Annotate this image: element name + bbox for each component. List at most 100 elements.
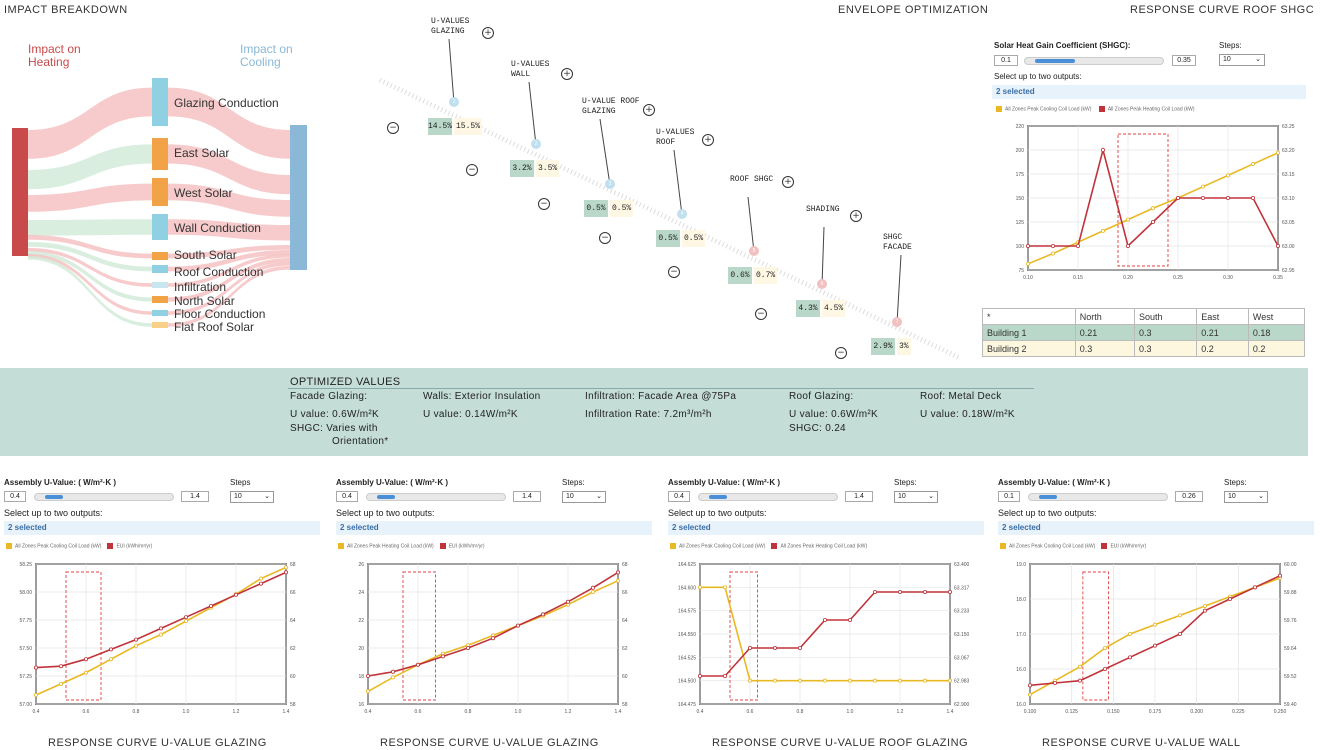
chart-legend: All Zones Peak Heating Coil Load (kW) EUI… — [338, 543, 485, 549]
waterfall-node[interactable]: 6 — [817, 279, 827, 289]
response-curve-chart: 19.0 18.0 17.0 16.0 16.0 60.00 59.88 59.76 59.64… — [1016, 562, 1296, 715]
waterfall-node[interactable]: 7 — [892, 317, 902, 327]
u-min-input[interactable]: 0.4 — [4, 491, 26, 502]
y-tick-left: 26 — [358, 562, 364, 568]
series-point — [1275, 244, 1280, 249]
u-min-input[interactable]: 0.1 — [998, 491, 1020, 502]
sankey-label: Infiltration — [174, 280, 227, 294]
steps-select[interactable]: 10 ⌄ — [562, 491, 606, 503]
series-point — [1250, 196, 1255, 201]
sankey-node — [152, 78, 168, 126]
u-slider[interactable] — [366, 493, 506, 501]
u-max-input[interactable]: 1.4 — [513, 491, 541, 502]
y-tick-left: 164.475 — [678, 702, 696, 708]
sankey-flow-heating — [28, 251, 152, 302]
waterfall-value-a: 0.5% — [656, 230, 680, 247]
waterfall-value-a: 4.3% — [796, 300, 820, 317]
waterfall-connector — [747, 196, 755, 253]
u-max-input[interactable]: 0.26 — [1175, 491, 1203, 502]
y-tick-right: 62 — [622, 646, 628, 652]
sankey-label: West Solar — [174, 186, 233, 200]
plus-icon[interactable]: + — [561, 68, 573, 80]
waterfall-node[interactable]: 2 — [531, 139, 541, 149]
u-slider[interactable] — [1028, 493, 1168, 501]
series-point — [158, 632, 163, 637]
series-point — [1227, 597, 1232, 602]
legend-a: All Zones Peak Cooling Coil Load (kW) — [1009, 543, 1096, 550]
minus-icon[interactable]: − — [599, 232, 611, 244]
waterfall-value-b: 15.5% — [454, 118, 483, 135]
waterfall-node[interactable]: 3 — [605, 179, 615, 189]
legend-a: All Zones Peak Heating Coil Load (kW) — [347, 543, 434, 550]
optimized-title: OPTIMIZED VALUES — [290, 376, 401, 388]
u-min-input[interactable]: 0.4 — [336, 491, 358, 502]
minus-icon[interactable]: − — [755, 308, 767, 320]
series-point — [233, 592, 238, 597]
shgc-steps-label: Steps: — [1219, 41, 1242, 50]
sankey-flow-heating — [28, 219, 152, 236]
table-row[interactable]: Building 2 0.3 0.3 0.2 0.2 — [982, 340, 1306, 357]
sankey-node — [152, 296, 168, 303]
series-point — [872, 678, 877, 683]
shgc-min-input[interactable]: 0.1 — [994, 55, 1018, 66]
u-slider[interactable] — [698, 493, 838, 501]
series-point — [1053, 681, 1058, 686]
u-max-input[interactable]: 1.4 — [845, 491, 873, 502]
series-point — [1078, 678, 1083, 683]
u-slider[interactable] — [34, 493, 174, 501]
series-point — [34, 665, 39, 670]
building-table: * North South East West Building 1 0.21 … — [982, 308, 1306, 357]
chevron-down-icon: ⌄ — [264, 493, 270, 500]
series-point — [283, 565, 288, 570]
series-point — [897, 590, 902, 595]
shgc-selected-dropdown[interactable]: 2 selected — [992, 85, 1306, 99]
shgc-slider[interactable] — [1024, 57, 1164, 65]
u-max-input[interactable]: 1.4 — [181, 491, 209, 502]
waterfall-node[interactable]: 5 — [749, 246, 759, 256]
y-tick-left: 164.550 — [678, 632, 696, 638]
waterfall-node[interactable]: 1 — [449, 97, 459, 107]
series-point — [847, 618, 852, 623]
legend-swatch-yellow — [996, 106, 1002, 112]
plus-icon[interactable]: + — [702, 134, 714, 146]
steps-select[interactable]: 10 ⌄ — [894, 491, 938, 503]
table-row[interactable]: Building 1 0.21 0.3 0.21 0.18 — [982, 324, 1306, 341]
series-point — [565, 599, 570, 604]
facade-u: U value: 0.6W/m²K — [290, 409, 380, 420]
y-tick-right: 68 — [622, 562, 628, 568]
shgc-steps-select[interactable]: 10 ⌄ — [1219, 54, 1265, 66]
waterfall-value-a: 0.6% — [728, 267, 752, 284]
waterfall-connector — [528, 81, 537, 146]
minus-icon[interactable]: − — [668, 266, 680, 278]
assembly-u-title: Assembly U-Value: ( W/m²·K ) — [998, 478, 1111, 487]
series-point — [773, 678, 778, 683]
waterfall-node[interactable]: 4 — [677, 209, 687, 219]
plus-icon[interactable]: + — [850, 210, 862, 222]
waterfall-title: U-VALUE ROOF GLAZING — [582, 97, 640, 116]
selected-outputs-dropdown[interactable]: 2 selected — [336, 521, 652, 535]
shgc-max-input[interactable]: 0.35 — [1172, 55, 1196, 66]
plus-icon[interactable]: + — [782, 176, 794, 188]
steps-select[interactable]: 10 ⌄ — [230, 491, 274, 503]
series-point — [1152, 643, 1157, 648]
plus-icon[interactable]: + — [643, 104, 655, 116]
shgc-title: Solar Heat Gain Coefficient (SHGC): — [994, 41, 1131, 50]
optimized-divider — [288, 388, 1034, 389]
waterfall-title: U-VALUES WALL — [511, 60, 550, 79]
selected-outputs-dropdown[interactable]: 2 selected — [668, 521, 984, 535]
sankey-node — [152, 282, 168, 288]
y-tick-left: 57.00 — [19, 702, 32, 708]
minus-icon[interactable]: − — [835, 347, 847, 359]
table-cell: Building 1 — [982, 324, 1076, 341]
minus-icon[interactable]: − — [466, 164, 478, 176]
minus-icon[interactable]: − — [538, 198, 550, 210]
y-tick-left: 57.25 — [19, 674, 32, 680]
selected-outputs-dropdown[interactable]: 2 selected — [4, 521, 320, 535]
u-min-input[interactable]: 0.4 — [668, 491, 690, 502]
y-tick-left: 20 — [358, 646, 364, 652]
plus-icon[interactable]: + — [482, 27, 494, 39]
selected-outputs-dropdown[interactable]: 2 selected — [998, 521, 1314, 535]
minus-icon[interactable]: − — [387, 122, 399, 134]
chart-caption: RESPONSE CURVE U-VALUE WALL — [1042, 737, 1241, 749]
steps-select[interactable]: 10 ⌄ — [1224, 491, 1268, 503]
